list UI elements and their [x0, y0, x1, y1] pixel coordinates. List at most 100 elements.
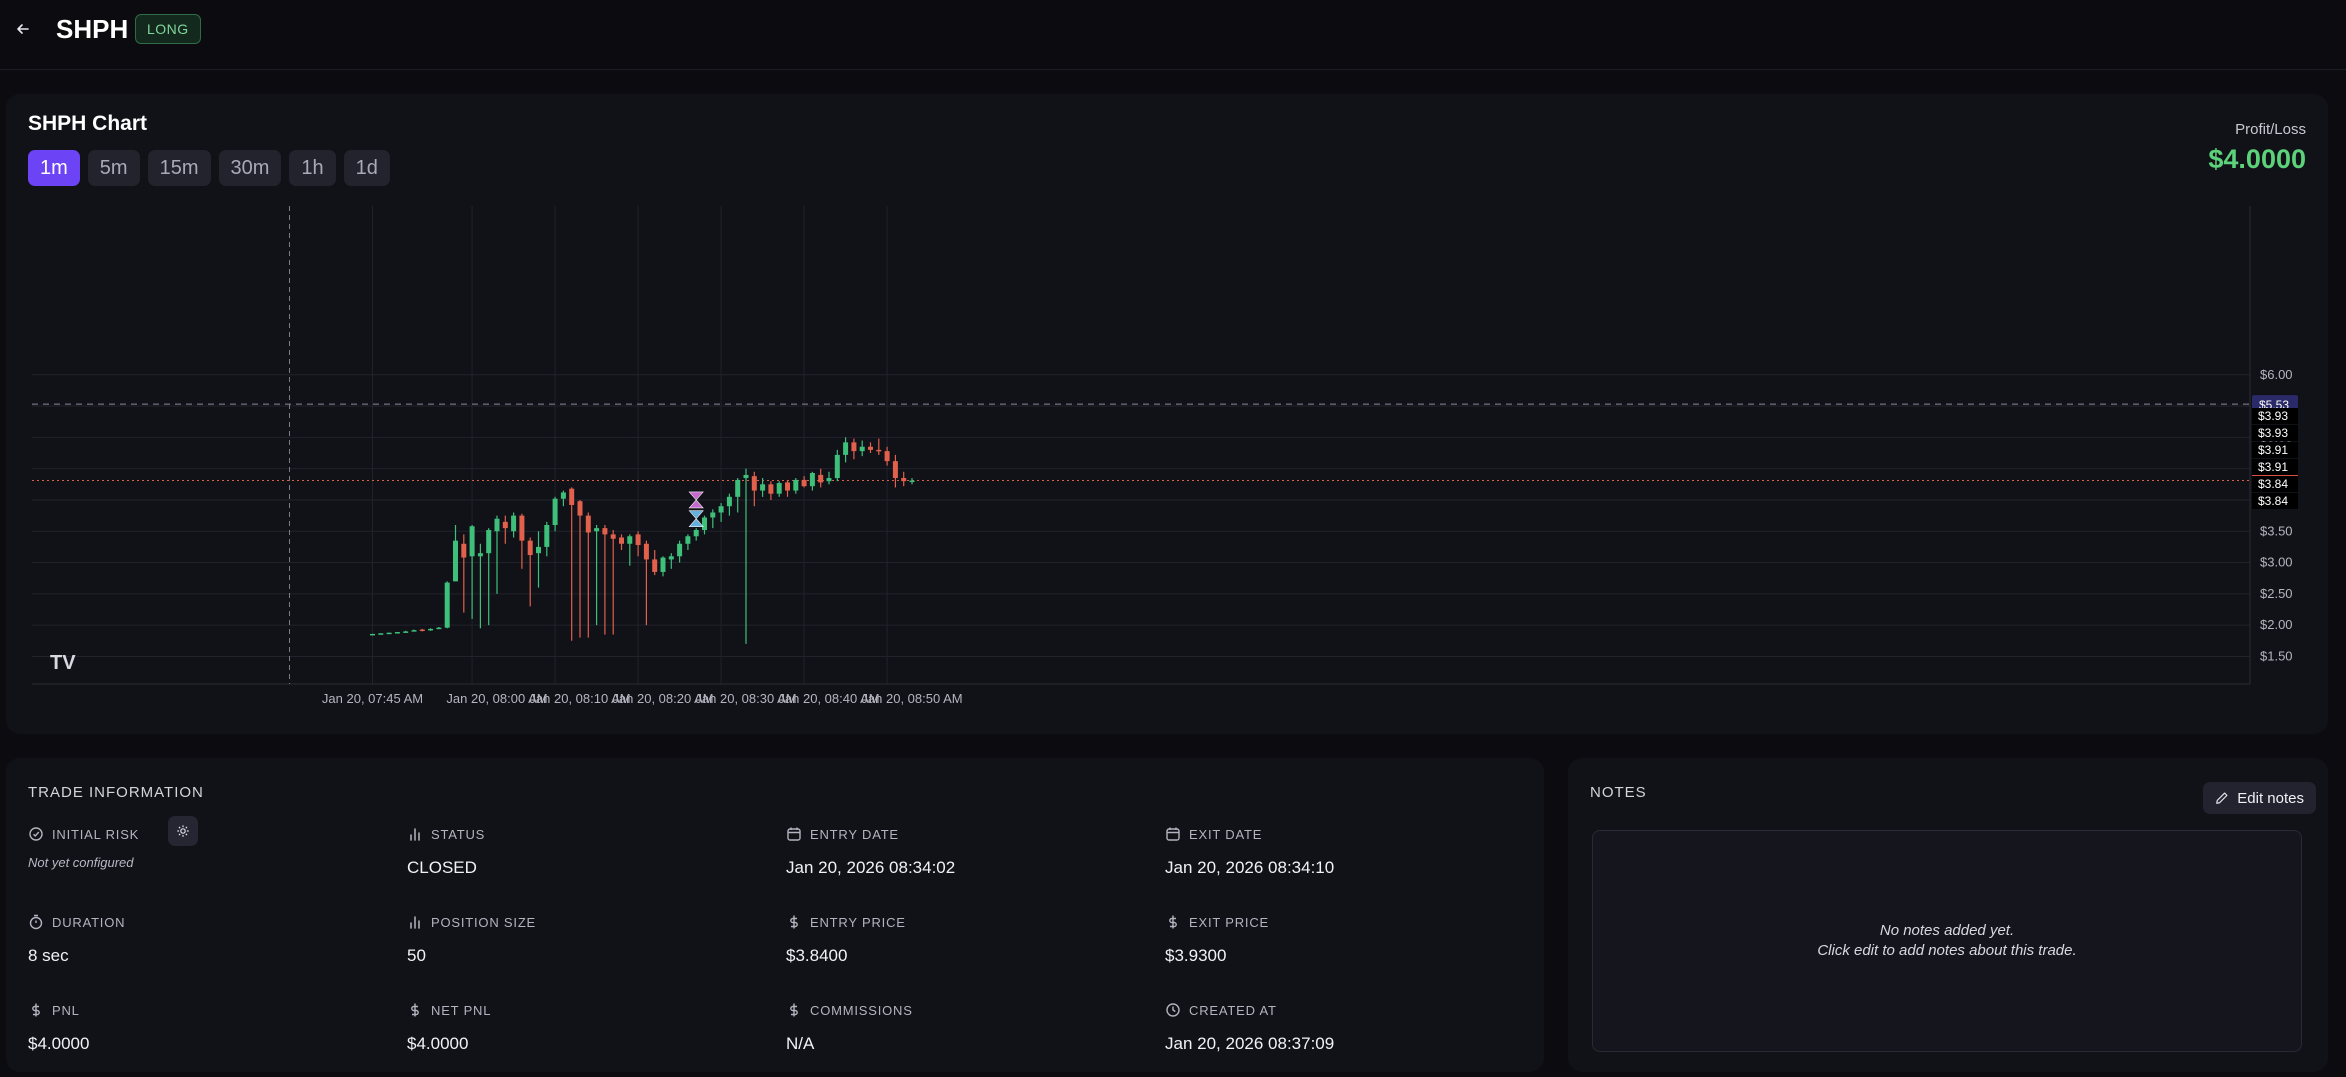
candle-body [751, 476, 757, 491]
field-pnl: PNL $4.0000 [28, 1002, 398, 1054]
dollar-icon [790, 915, 798, 929]
candle-body [884, 451, 890, 462]
timeframe-5m-button[interactable]: 5m [87, 150, 140, 186]
candle-body [519, 515, 525, 541]
y-tick-label: $3.00 [2260, 555, 2293, 570]
field-initial-risk: INITIAL RISK Not yet configured [28, 816, 398, 870]
candle-body [718, 506, 724, 513]
trade-info-card: TRADE INFORMATION INITIAL RISK Not yet c… [6, 758, 1544, 1072]
candle-body [610, 534, 616, 539]
candle-body [876, 449, 882, 452]
candle-body [527, 540, 533, 556]
price-tag-bg [2252, 476, 2298, 492]
top-bar: SHPH LONG [0, 0, 2346, 70]
dollar-icon [32, 1003, 40, 1017]
price-tag-label: $3.91 [2258, 443, 2288, 457]
field-label: COMMISSIONS [810, 1002, 913, 1018]
timeframe-1d-button[interactable]: 1d [343, 150, 390, 186]
candle-body [477, 553, 483, 557]
candle-body [394, 632, 400, 634]
candle-body [411, 630, 417, 632]
pnl-value: $4.0000 [2208, 144, 2306, 174]
price-tag-label: $3.84 [2258, 477, 2288, 491]
created-at-value: Jan 20, 2026 08:37:09 [1165, 1034, 1335, 1053]
candle-body [768, 484, 774, 494]
candle-body [818, 474, 824, 483]
price-tag-bg [2252, 442, 2298, 458]
notes-card: NOTES Edit notes No notes added yet. Cli… [1568, 758, 2328, 1072]
candle-body [785, 482, 790, 491]
candle-body [901, 478, 907, 482]
timeframe-selector: 1m 5m 15m 30m 1h 1d [28, 150, 390, 186]
bar-chart-icon [410, 916, 420, 929]
y-tick-label: $2.50 [2260, 586, 2293, 601]
candle-body [469, 526, 475, 557]
candle-body [760, 484, 766, 491]
arrow-left-icon [17, 24, 29, 34]
tradingview-logo: TV [50, 652, 76, 674]
field-status: STATUS CLOSED [407, 826, 777, 878]
field-label: POSITION SIZE [431, 914, 537, 930]
timeframe-30m-button[interactable]: 30m [218, 150, 282, 186]
candle-body [627, 536, 633, 544]
x-tick-label: Jan 20, 08:50 AM [861, 691, 962, 706]
price-tag-bg [2252, 493, 2298, 509]
pencil-icon [2216, 792, 2228, 804]
notes-empty-line-1: No notes added yet. [1879, 922, 2015, 939]
candle-body [619, 537, 624, 544]
candle-body [851, 442, 857, 452]
edit-notes-label: Edit notes [2237, 789, 2304, 807]
candle-body [569, 488, 575, 505]
candle-body [868, 446, 873, 450]
commissions-value: N/A [786, 1034, 815, 1053]
candle-body [585, 515, 591, 533]
field-exit-date: EXIT DATE Jan 20, 2026 08:34:10 [1165, 826, 1535, 878]
candle-body [677, 543, 683, 557]
candle-body [826, 478, 832, 482]
position-size-value: 50 [407, 946, 426, 965]
field-label: DURATION [52, 914, 126, 930]
y-tick-label: $2.00 [2260, 617, 2293, 632]
field-position-size: POSITION SIZE 50 [407, 914, 777, 966]
timeframe-1h-button[interactable]: 1h [289, 150, 336, 186]
candle-body [511, 515, 517, 532]
candle-body [602, 528, 608, 535]
calendar-icon [787, 827, 801, 841]
candle-body [660, 557, 666, 572]
back-button[interactable] [10, 16, 36, 42]
timeframe-15m-button[interactable]: 15m [147, 150, 211, 186]
candle-body [735, 479, 741, 497]
pnl-label: Profit/Loss [2235, 121, 2306, 138]
candle-body [710, 512, 716, 518]
timer-icon [29, 914, 43, 930]
candle-body [668, 556, 674, 560]
chart-card: $6.00$5.50$5.00$4.50$4.00$3.50$3.00$2.50… [6, 94, 2328, 734]
candle-body [370, 633, 375, 636]
x-tick-label: Jan 20, 08:40 AM [778, 691, 879, 706]
direction-badge: LONG [135, 14, 201, 44]
chart-title: SHPH Chart [28, 112, 148, 135]
notes-title: NOTES [1590, 784, 1647, 801]
timeframe-1m-button[interactable]: 1m [28, 150, 80, 186]
configure-risk-button[interactable] [168, 816, 198, 846]
candle-body [494, 518, 500, 532]
dollar-icon [790, 1003, 798, 1017]
calendar-icon [1166, 827, 1180, 841]
x-tick-label: Jan 20, 08:00 AM [446, 691, 547, 706]
candle-body [486, 530, 492, 554]
candle-body [560, 492, 566, 499]
x-tick-label: Jan 20, 08:10 AM [529, 691, 630, 706]
field-label: STATUS [431, 826, 486, 842]
notes-empty-line-2: Click edit to add notes about this trade… [1817, 942, 2077, 959]
candle-body [436, 627, 442, 630]
candle-body [726, 496, 732, 507]
x-tick-label: Jan 20, 07:45 AM [322, 691, 423, 706]
edit-notes-button[interactable]: Edit notes [2203, 782, 2316, 814]
price-tag-bg [2252, 408, 2298, 424]
field-label: INITIAL RISK [52, 826, 140, 842]
exit-date-value: Jan 20, 2026 08:34:10 [1165, 858, 1335, 877]
candle-body [809, 473, 815, 487]
ticker-title: SHPH [56, 14, 129, 44]
candle-body [536, 546, 541, 554]
price-chart[interactable]: $6.00$5.50$5.00$4.50$4.00$3.50$3.00$2.50… [6, 94, 2328, 734]
